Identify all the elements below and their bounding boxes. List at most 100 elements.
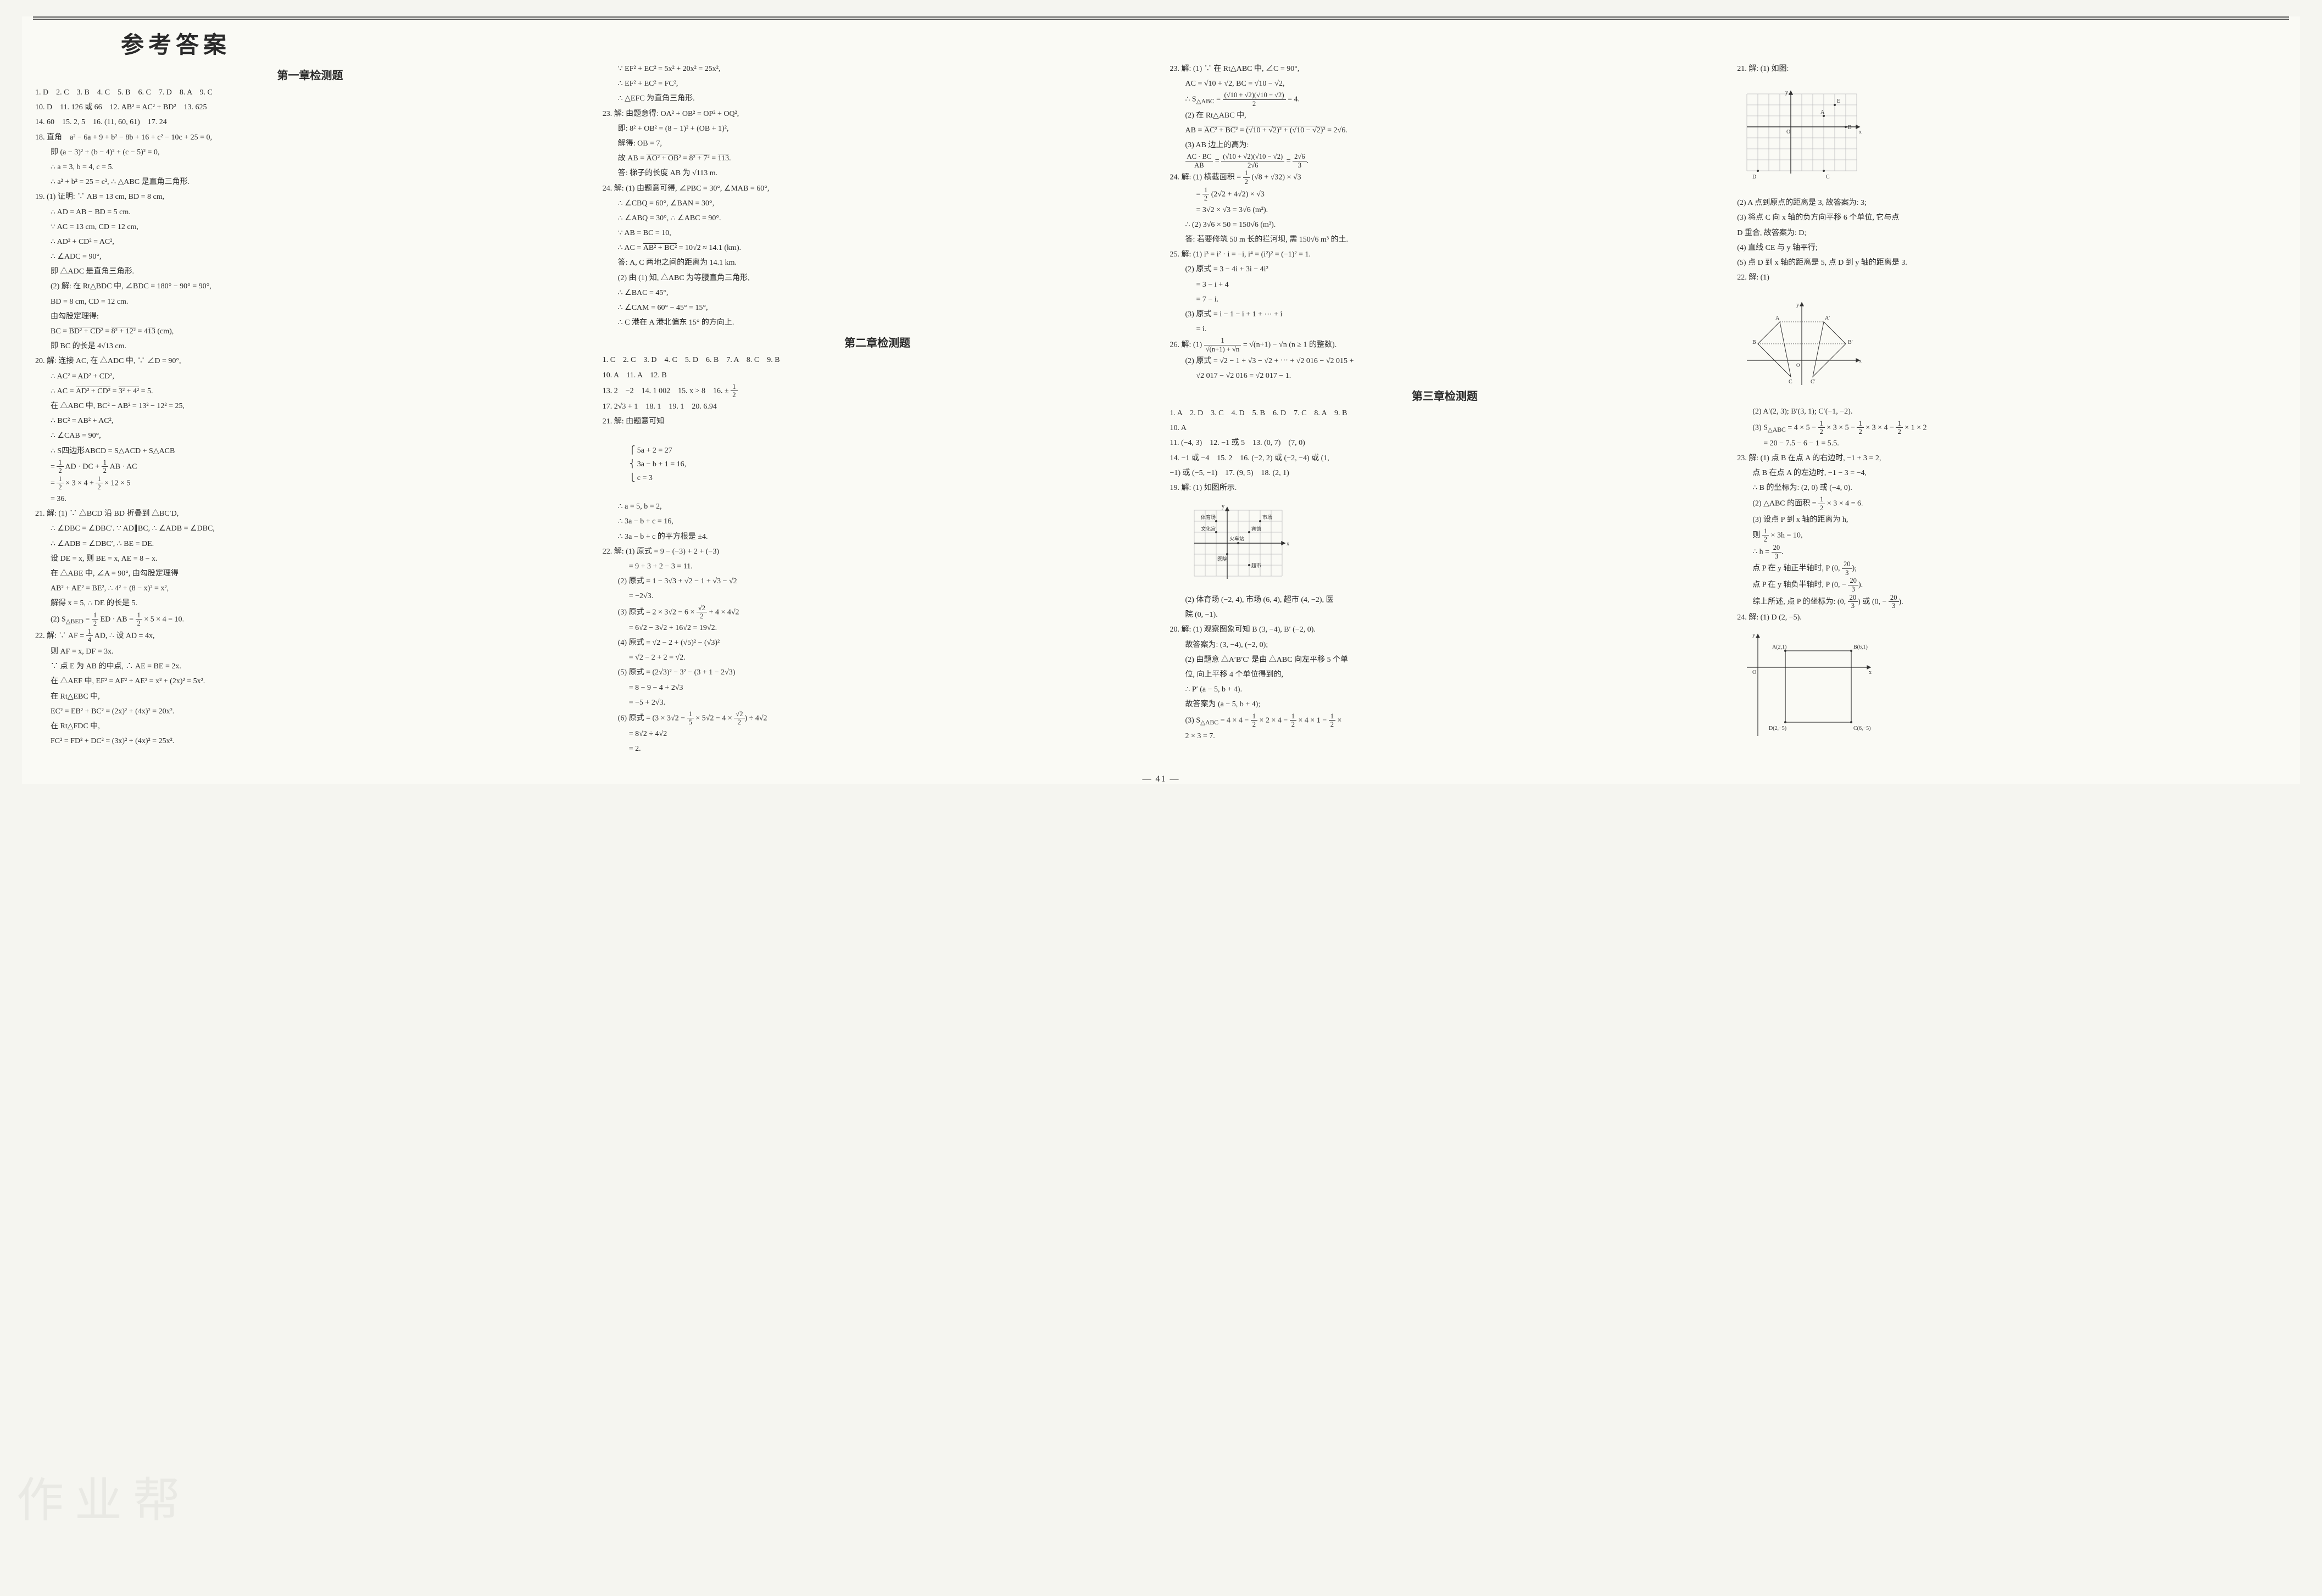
chapter2-title: 第二章检测题 xyxy=(603,334,1152,350)
svg-text:D(2,−5): D(2,−5) xyxy=(1769,726,1786,732)
ch1-l24i: ∴ ∠CAM = 60° − 45° = 15°, xyxy=(603,301,1152,315)
ch1-l22a: 22. 解: ∵ AF = 14 AD, ∴ 设 AD = 4x, xyxy=(35,628,585,644)
ch3-l23j: 综上所述, 点 P 的坐标为: (0, 203) 或 (0, − 203). xyxy=(1737,594,2287,610)
ch2-l22e: (3) 原式 = 2 × 3√2 − 6 × √22 + 4 × 4√2 xyxy=(603,605,1152,620)
ch3-l20g: (3) S△ABC = 4 × 4 − 12 × 2 × 4 − 12 × 4 … xyxy=(1170,713,1720,728)
ch1-l20h: = 12 AD · DC + 12 AB · AC xyxy=(35,459,585,475)
ch1-l22c: ∵ 点 E 为 AB 的中点, ∴ AE = BE = 2x. xyxy=(35,660,585,673)
ch1-l24f: 答: A, C 两地之间的距离为 14.1 km. xyxy=(603,256,1152,270)
ch1-l18a: 18. 直角 a² − 6a + 9 + b² − 8b + 16 + c² −… xyxy=(35,131,585,144)
svg-text:A: A xyxy=(1820,109,1825,115)
ch1-l19h: BD = 8 cm, CD = 12 cm. xyxy=(35,295,585,309)
ch1-l22i: ∵ EF² + EC² = 5x² + 20x² = 25x², xyxy=(603,62,1152,76)
ch3-l23g: ∴ h = 203. xyxy=(1737,544,2287,560)
ch1-l23a: 23. 解: 由题意得: OA² + OB² = OP² + OQ², xyxy=(603,107,1152,121)
ch2-l22a: 22. 解: (1) 原式 = 9 − (−3) + 2 + (−3) xyxy=(603,545,1152,559)
ch1-l21h: (2) S△BED = 12 ED · AB = 12 × 5 × 4 = 10… xyxy=(35,612,585,627)
ch2-l25d: = 7 − i. xyxy=(1170,293,1720,306)
ch1-l18b: 即 (a − 3)² + (b − 4)² + (c − 5)² = 0, xyxy=(35,146,585,159)
ch2-l13a: 13. 2 −2 xyxy=(603,387,634,395)
ch2-l24a2: = 12 (2√2 + 4√2) × √3 xyxy=(1170,187,1720,202)
ch3-l23f: 则 12 × 3h = 10, xyxy=(1737,528,2287,543)
ch3-l23c: ∴ B 的坐标为: (2, 0) 或 (−4, 0). xyxy=(1737,481,2287,495)
ch1-l20i: = 12 × 3 × 4 + 12 × 12 × 5 xyxy=(35,476,585,491)
svg-text:O: O xyxy=(1786,129,1790,135)
svg-text:B(6,1): B(6,1) xyxy=(1853,644,1868,650)
ch1-l22g: 在 Rt△FDC 中, xyxy=(35,719,585,733)
ch1-l23c: 解得: OB = 7, xyxy=(603,137,1152,150)
ch2-l22f: = 6√2 − 3√2 + 16√2 = 19√2. xyxy=(603,621,1152,635)
ch1-l19b: ∴ AD = AB − BD = 5 cm. xyxy=(35,205,585,219)
ch2-l24b: = 3√2 × √3 = 3√6 (m²). xyxy=(1170,203,1720,217)
ch2-l22j: = 8 − 9 − 4 + 2√3 xyxy=(603,681,1152,695)
label-yiyuan: 医院 xyxy=(1217,556,1227,562)
ch1-c2l1: ∴ EF² + EC² = FC², xyxy=(603,77,1152,91)
ch1-l22h: FC² = FD² + DC² = (3x)² + (4x)² = 25x². xyxy=(35,734,585,748)
svg-text:B: B xyxy=(1848,125,1852,131)
content-columns: 第一章检测题 1. D 2. C 3. B 4. C 5. B 6. C 7. … xyxy=(22,62,2300,767)
ch1-l20d: 在 △ABC 中, BC² − AB² = 13² − 12² = 25, xyxy=(35,399,585,413)
ch2-l21a: 21. 解: 由题意可知 xyxy=(603,415,1152,428)
ch1-mc: 1. D 2. C 3. B 4. C 5. B 6. C 7. D 8. A … xyxy=(35,86,585,99)
grid-diagram-places: x y 体育场 市场 文化宫 宾馆 火车站 医院 超市 xyxy=(1183,499,1293,587)
ch1-l19a: 19. (1) 证明: ∵ AB = 13 cm, BD = 8 cm, xyxy=(35,190,585,204)
label-wenhua: 文化宫 xyxy=(1201,526,1216,532)
ch3-l11: 11. (−4, 3) 12. −1 或 5 13. (0, 7) (7, 0) xyxy=(1170,436,1720,450)
ch2-l25b: (2) 原式 = 3 − 4i + 3i − 4i² xyxy=(1170,263,1720,276)
ch1-l21g: 解得 x = 5, ∴ DE 的长是 5. xyxy=(35,596,585,610)
ch1-l19k: 即 BC 的长是 4√13 cm. xyxy=(35,339,585,353)
ch2-l25e: (3) 原式 = i − 1 − i + 1 + ⋯ + i xyxy=(1170,308,1720,321)
ch1-l21e: 在 △ABE 中, ∠A = 90°, 由勾股定理得 xyxy=(35,567,585,581)
ch2-l23b: AC = √10 + √2, BC = √10 − √2, xyxy=(1170,77,1720,91)
ch1-l22f: EC² = EB² + BC² = (2x)² + (4x)² = 20x². xyxy=(35,705,585,718)
ch1-l20b: ∴ AC² = AD² + CD², xyxy=(35,370,585,383)
ch1-l24c: ∴ ∠ABQ = 30°, ∴ ∠ABC = 90°. xyxy=(603,211,1152,225)
ch1-l24b: ∴ ∠CBQ = 60°, ∠BAN = 30°, xyxy=(603,197,1152,210)
ch1-l20c: ∴ AC = AD² + CD² = 3² + 4² = 5. xyxy=(35,384,585,398)
ch3-l14b: −1) 或 (−5, −1) 17. (9, 5) 18. (2, 1) xyxy=(1170,466,1720,480)
ch3-c4l1: (2) A 点到原点的距离是 3, 故答案为: 3; xyxy=(1737,196,2287,210)
ch1-l24e: ∴ AC = AB² + BC² = 10√2 ≈ 14.1 (km). xyxy=(603,241,1152,255)
ch3-l23h: 点 P 在 y 轴正半轴时, P (0, 203); xyxy=(1737,561,2287,576)
ch2-l22b: = 9 + 3 + 2 − 3 = 11. xyxy=(603,560,1152,573)
ch3-l10: 10. A xyxy=(1170,421,1720,435)
ch3-l20h: 2 × 3 = 7. xyxy=(1170,729,1720,743)
ch2-l25f: = i. xyxy=(1170,322,1720,336)
ch2-l17: 17. 2√3 + 1 18. 1 19. 1 20. 6.94 xyxy=(603,400,1152,414)
ch3-mc: 1. A 2. D 3. C 4. D 5. B 6. D 7. C 8. A … xyxy=(1170,406,1720,420)
ch2-l10: 10. A 11. A 12. B xyxy=(603,369,1152,382)
ch1-l20g: ∴ S四边形ABCD = S△ACD + S△ACB xyxy=(35,444,585,458)
ch2-l24a: 24. 解: (1) 横截面积 = 12 (√8 + √32) × √3 xyxy=(1170,170,1720,185)
ch1-l22e: 在 Rt△EBC 中, xyxy=(35,690,585,704)
page-container: 参考答案 第一章检测题 1. D 2. C 3. B 4. C 5. B 6. … xyxy=(22,16,2300,784)
ch3-l21: 21. 解: (1) 如图: xyxy=(1737,62,2287,76)
svg-text:A′: A′ xyxy=(1825,315,1830,321)
ch1-l24a: 24. 解: (1) 由题意可得, ∠PBC = 30°, ∠MAB = 60°… xyxy=(603,182,1152,196)
ch3-l14: 14. −1 或 −4 15. 2 16. (−2, 2) 或 (−2, −4)… xyxy=(1170,451,1720,465)
ch1-l21b: ∴ ∠DBC = ∠DBC′. ∵ AD∥BC, ∴ ∠ADB = ∠DBC, xyxy=(35,522,585,535)
ch3-c4l4: (4) 直线 CE 与 y 轴平行; xyxy=(1737,241,2287,255)
svg-text:C: C xyxy=(1826,174,1830,180)
ch3-l20f: 故答案为 (a − 5, b + 4); xyxy=(1170,697,1720,711)
ch1-l21f: AB² + AE² = BE², ∴ 4² + (8 − x)² = x², xyxy=(35,582,585,595)
ch1-l20a: 20. 解: 连接 AC, 在 △ADC 中, ∵ ∠D = 90°, xyxy=(35,354,585,368)
ch2-l14a: 14. 1 002 15. x > 8 xyxy=(642,387,705,395)
ch2-l25a: 25. 解: (1) i³ = i² · i = −i, i⁴ = (i²)² … xyxy=(1170,248,1720,261)
ch1-l19g: (2) 解: 在 Rt△BDC 中, ∠BDC = 180° − 90° = 9… xyxy=(35,280,585,293)
ch2-l22g: (4) 原式 = √2 − 2 + (√5)² − (√3)² xyxy=(603,636,1152,650)
svg-text:B′: B′ xyxy=(1848,339,1853,345)
ch1-l24h: ∴ ∠BAC = 45°, xyxy=(603,286,1152,300)
coord-diagram-abcd: A(2,1) B(6,1) D(2,−5) C(6,−5) O x y xyxy=(1741,629,1873,739)
svg-text:O: O xyxy=(1796,362,1800,368)
chapter1-title: 第一章检测题 xyxy=(35,66,585,82)
ch1-l19d: ∴ AD² + CD² = AC², xyxy=(35,235,585,249)
ch3-l23a: 23. 解: (1) 点 B 在点 A 的右边时, −1 + 3 = 2, xyxy=(1737,451,2287,465)
ch1-l22d: 在 △AEF 中, EF² = AF² + AE² = x² + (2x)² =… xyxy=(35,674,585,688)
ch3-l22c: (3) S△ABC = 4 × 5 − 12 × 3 × 5 − 12 × 3 … xyxy=(1737,420,2287,436)
ch2-l24d: 答: 若要修筑 50 m 长的拦河坝, 需 150√6 m³ 的土. xyxy=(1170,233,1720,247)
ch3-l23b: 点 B 在点 A 的左边时, −1 − 3 = −4, xyxy=(1737,466,2287,480)
ch1-l21d: 设 DE = x, 则 BE = x, AE = 8 − x. xyxy=(35,552,585,566)
ch3-l19: 19. 解: (1) 如图所示. xyxy=(1170,481,1720,495)
ch1-l10: 10. D 11. 126 或 66 12. AB² = AC² + BD² 1… xyxy=(35,101,585,114)
ch3-l22d: = 20 − 7.5 − 6 − 1 = 5.5. xyxy=(1737,437,2287,450)
